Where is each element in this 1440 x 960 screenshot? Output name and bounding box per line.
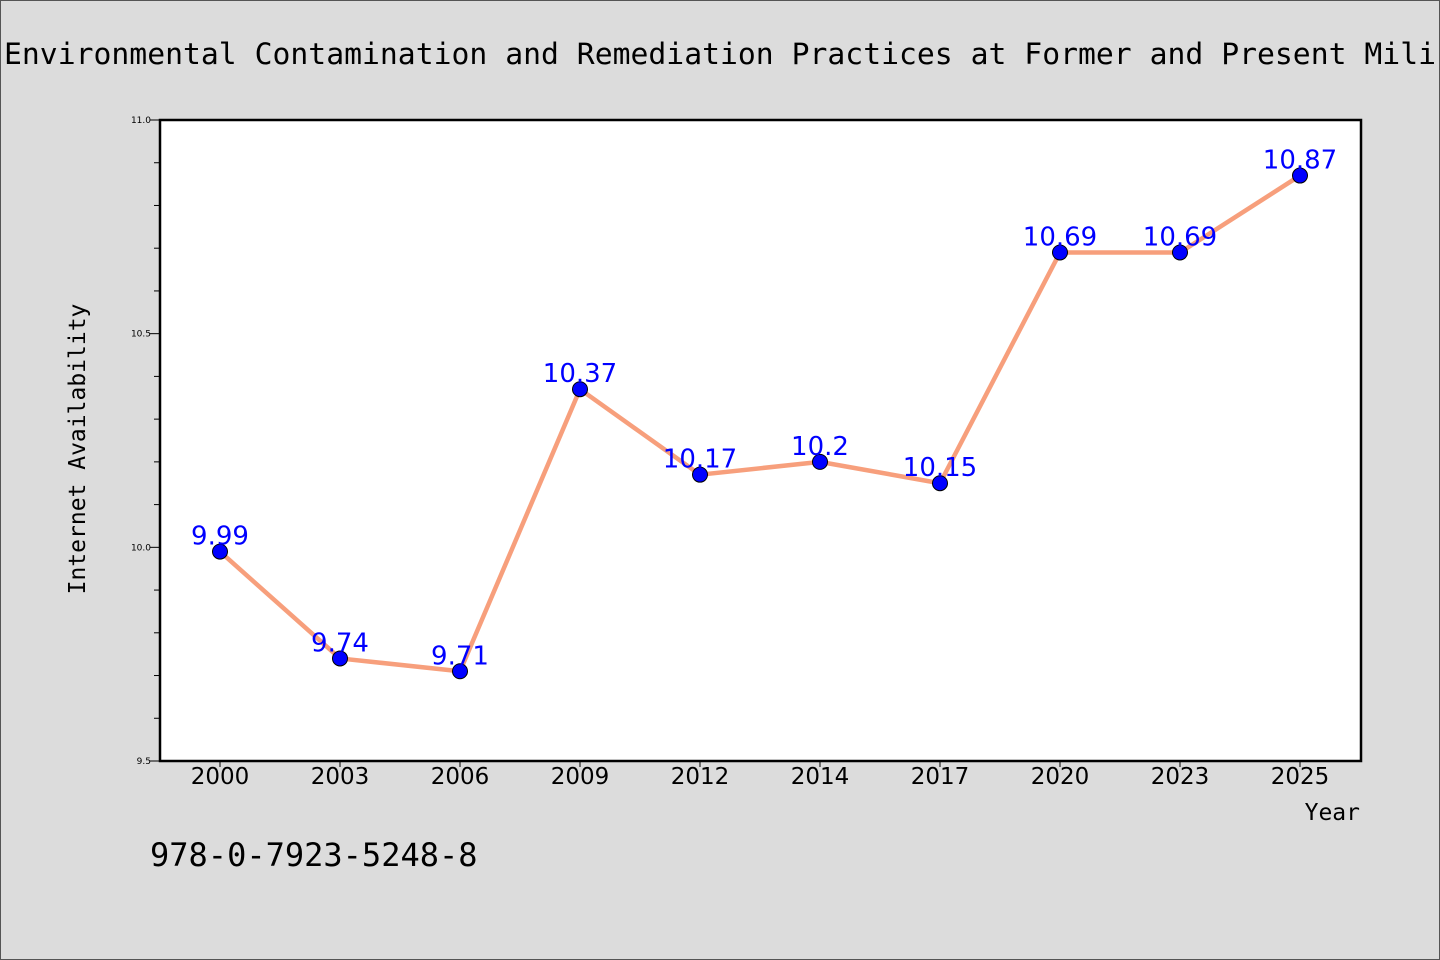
data-label: 10.17 bbox=[663, 445, 737, 475]
data-label: 10.87 bbox=[1263, 146, 1337, 176]
x-tick-label: 2000 bbox=[191, 764, 250, 790]
data-label: 9.74 bbox=[311, 628, 369, 658]
data-label: 10.69 bbox=[1143, 222, 1217, 252]
y-axis-label: Internet Availability bbox=[65, 304, 91, 595]
y-axis: 9.5 10.0 10.5 11.0 bbox=[131, 116, 160, 767]
x-tick-label: 2020 bbox=[1031, 764, 1090, 790]
y-tick-label: 10.5 bbox=[131, 330, 151, 340]
chart-title: Environmental Contamination and Remediat… bbox=[4, 37, 1436, 71]
data-label: 9.99 bbox=[191, 522, 249, 552]
series-internet-availability: 9.99 9.74 9.71 10.37 10.17 10.2 10.15 10.69 10.6… bbox=[191, 146, 1337, 680]
x-tick-label: 2006 bbox=[431, 764, 490, 790]
y-tick-label: 10.0 bbox=[131, 543, 151, 553]
data-point bbox=[812, 453, 828, 470]
data-point bbox=[212, 543, 228, 560]
data-label: 10.2 bbox=[791, 432, 849, 462]
x-tick-label: 2017 bbox=[911, 764, 970, 790]
data-label: 10.15 bbox=[903, 453, 977, 483]
y-tick-label: 9.5 bbox=[137, 757, 151, 767]
x-axis: 2000 2003 2006 2009 2012 2014 2017 2020 2023 2025 bbox=[191, 761, 1330, 790]
y-tick-label: 11.0 bbox=[131, 116, 151, 126]
data-point bbox=[1172, 244, 1188, 261]
data-point bbox=[932, 475, 948, 492]
data-point bbox=[332, 650, 348, 667]
x-tick-label: 2025 bbox=[1271, 764, 1330, 790]
data-point bbox=[452, 663, 468, 680]
isbn-label: 978-0-7923-5248-8 bbox=[150, 836, 478, 874]
plot-area bbox=[158, 118, 1363, 763]
data-label: 10.69 bbox=[1023, 222, 1097, 252]
x-tick-label: 2009 bbox=[551, 764, 610, 790]
data-point bbox=[692, 466, 708, 483]
x-tick-label: 2023 bbox=[1151, 764, 1210, 790]
data-label: 10.37 bbox=[543, 359, 617, 389]
data-label: 9.71 bbox=[431, 641, 489, 671]
data-point bbox=[572, 381, 588, 398]
x-axis-label: Year bbox=[1305, 800, 1360, 826]
series-line bbox=[218, 173, 1302, 674]
x-tick-label: 2003 bbox=[311, 764, 370, 790]
data-point bbox=[1052, 244, 1068, 261]
data-point bbox=[1292, 167, 1308, 184]
x-tick-label: 2012 bbox=[671, 764, 730, 790]
x-tick-label: 2014 bbox=[791, 764, 850, 790]
